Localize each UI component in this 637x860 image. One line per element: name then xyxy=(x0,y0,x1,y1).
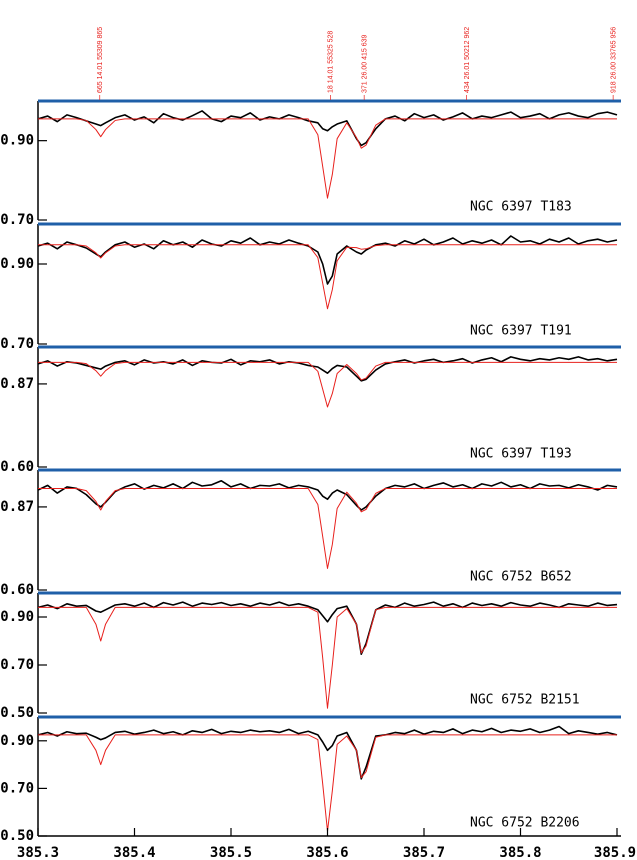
continuum-bar xyxy=(38,468,621,472)
line-id-label: 918 26.00 33765 956 xyxy=(610,27,617,93)
continuum-bar xyxy=(38,591,621,595)
y-tick-label: 0.60 xyxy=(0,582,34,598)
y-tick-label: 0.70 xyxy=(0,780,34,796)
y-tick-label: 0.50 xyxy=(0,828,34,844)
model-spectrum xyxy=(38,244,617,310)
model-spectrum xyxy=(38,361,617,408)
panel-title: NGC 6397 T193 xyxy=(470,447,572,462)
panel-title: NGC 6397 T191 xyxy=(470,324,572,339)
x-tick-label: 385.5 xyxy=(210,845,252,860)
y-tick-label: 0.70 xyxy=(0,657,34,673)
x-tick-label: 385.6 xyxy=(306,845,348,860)
y-tick-label: 0.90 xyxy=(0,609,34,625)
y-tick-label: 0.87 xyxy=(0,376,34,392)
observed-spectrum xyxy=(37,479,618,511)
y-tick-label: 0.90 xyxy=(0,133,34,149)
x-tick-label: 385.7 xyxy=(403,845,445,860)
panel-title: NGC 6397 T183 xyxy=(470,200,572,215)
model-spectrum xyxy=(38,118,617,199)
observed-spectrum xyxy=(37,356,618,382)
y-tick-label: 0.50 xyxy=(0,705,34,721)
observed-spectrum xyxy=(37,601,618,655)
continuum-bar xyxy=(38,715,621,719)
continuum-bar xyxy=(38,345,621,349)
observed-spectrum xyxy=(37,110,618,147)
panel-title: NGC 6752 B652 xyxy=(470,570,572,585)
model-spectrum xyxy=(38,606,617,709)
x-tick-label: 385.8 xyxy=(499,845,541,860)
x-tick-label: 385.9 xyxy=(594,845,636,860)
x-tick-label: 385.3 xyxy=(17,845,59,860)
continuum-bar xyxy=(38,222,621,226)
y-tick-label: 0.90 xyxy=(0,256,34,272)
line-id-label: 18 14.01 55325 528 xyxy=(328,31,335,93)
line-id-label: 434 26.01 50212 962 xyxy=(464,27,471,93)
y-tick-label: 0.70 xyxy=(0,336,34,352)
model-spectrum xyxy=(38,487,617,569)
y-tick-label: 0.90 xyxy=(0,733,34,749)
continuum-bar xyxy=(38,99,621,103)
y-tick-label: 0.70 xyxy=(0,212,34,228)
line-id-label: 371 26.00 415 639 xyxy=(362,35,369,93)
line-id-label: 665 14.01 55309 865 xyxy=(97,27,104,93)
panel-title: NGC 6752 B2206 xyxy=(470,816,580,831)
y-tick-label: 0.60 xyxy=(0,459,34,475)
panel-title: NGC 6752 B2151 xyxy=(470,693,580,708)
y-tick-label: 0.87 xyxy=(0,499,34,515)
x-tick-label: 385.4 xyxy=(113,845,155,860)
observed-spectrum xyxy=(37,725,618,780)
observed-spectrum xyxy=(37,235,618,285)
